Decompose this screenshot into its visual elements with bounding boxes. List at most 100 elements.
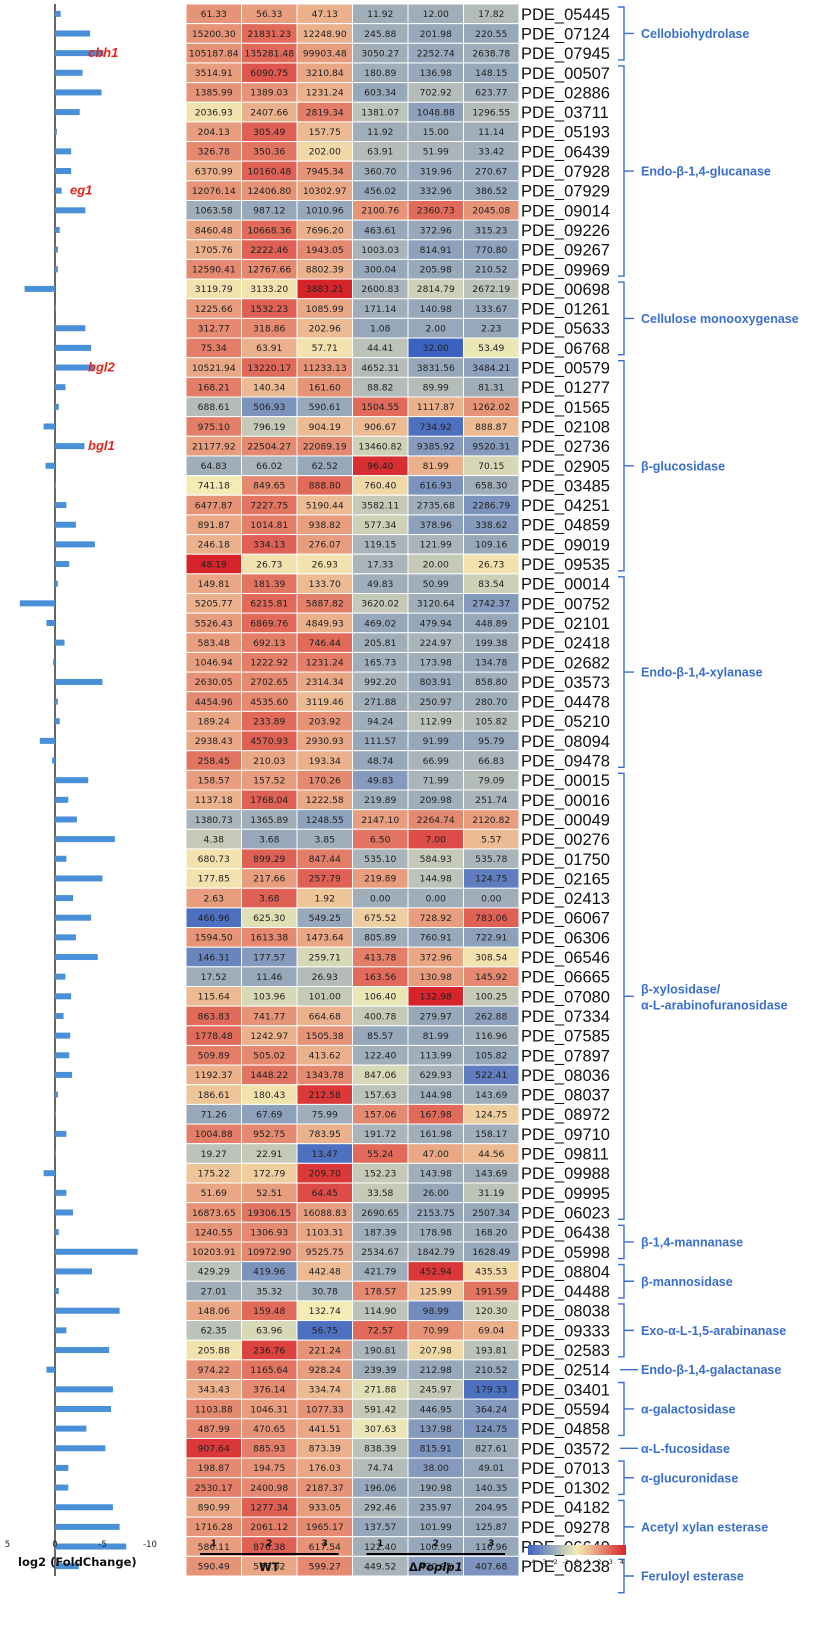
heatmap-cell-value: 658.30 — [475, 481, 507, 492]
heatmap-cell-value: 57.71 — [312, 343, 338, 354]
heatmap-cell-value: 100.99 — [420, 1542, 452, 1553]
gene-id-label: PDE_02413 — [521, 890, 610, 908]
heatmap-cell-value: 1117.87 — [417, 402, 455, 413]
heatmap-cell-value: 702.92 — [420, 88, 452, 99]
foldchange-bar — [55, 109, 80, 116]
category-bracket — [618, 1224, 634, 1260]
heatmap-cell-value: 0.00 — [426, 893, 447, 904]
heatmap-cell-value: 22504.27 — [247, 441, 291, 452]
foldchange-bar — [55, 718, 60, 725]
heatmap-cell-value: 11.14 — [478, 127, 504, 138]
heatmap-cell-value: 66.02 — [256, 461, 282, 472]
heatmap-cell-value: 974.22 — [198, 1365, 230, 1376]
heatmap-cell-value: 888.87 — [475, 422, 507, 433]
heatmap-cell-value: 133.67 — [475, 304, 507, 315]
heatmap-cell-value: 1594.50 — [195, 933, 233, 944]
foldchange-bar — [55, 1268, 93, 1275]
foldchange-bar — [55, 561, 70, 568]
category-bracket — [618, 281, 634, 356]
gene-id-label: PDE_09333 — [521, 1322, 610, 1340]
heatmap-cell-value: 70.99 — [423, 1326, 449, 1337]
heatmap-cell-value: 452.94 — [420, 1267, 452, 1278]
heatmap-cell-value: 186.61 — [198, 1090, 230, 1101]
heatmap-cell-value: 179.33 — [475, 1385, 507, 1396]
gene-id-label: PDE_09267 — [521, 242, 610, 260]
gene-id-label: PDE_06306 — [521, 929, 610, 947]
foldchange-bar — [55, 934, 76, 941]
heatmap-cell-value: 125.87 — [475, 1522, 507, 1533]
heatmap-cell-value: 48.74 — [367, 756, 393, 767]
heatmap-cell-value: 180.43 — [253, 1090, 285, 1101]
heatmap-cell-value: 312.77 — [198, 324, 230, 335]
heatmap-cell-value: 2222.46 — [250, 245, 288, 256]
category-bracket — [618, 1303, 634, 1358]
heatmap-cell-value: 338.62 — [475, 520, 507, 531]
heatmap-cell-value: 591.42 — [364, 1404, 396, 1415]
heatmap-cell-value: 1063.58 — [195, 206, 233, 217]
heatmap-cell-value: 7227.75 — [250, 500, 288, 511]
category-label: Acetyl xylan esterase — [641, 1520, 768, 1534]
heatmap-cell-value: 3050.27 — [361, 48, 399, 59]
foldchange-bar — [45, 462, 55, 469]
heatmap-cell-value: 190.81 — [364, 1345, 396, 1356]
heatmap-cell-value: 112.99 — [420, 717, 452, 728]
gene-id-label: PDE_09019 — [521, 536, 610, 554]
heatmap-cell-value: 145.92 — [475, 972, 507, 983]
heatmap-cell-value: 26.93 — [312, 559, 338, 570]
foldchange-bar — [55, 305, 56, 312]
heatmap-cell-value: 728.92 — [420, 913, 452, 924]
gene-id-label: PDE_07897 — [521, 1047, 610, 1065]
heatmap-cell-value: 2.00 — [426, 324, 447, 335]
heatmap-cell-value: 760.91 — [420, 933, 452, 944]
heatmap-cell-value: 616.93 — [420, 481, 452, 492]
foldchange-bar — [55, 1071, 73, 1078]
heatmap-cell-value: 890.99 — [198, 1503, 230, 1514]
heatmap-cell-value: 1222.92 — [250, 658, 288, 669]
heatmap-cell-value: 4652.31 — [361, 363, 399, 374]
heatmap-cell-value: 279.97 — [420, 1011, 452, 1022]
heatmap-cell-value: 239.39 — [364, 1365, 396, 1376]
heatmap-cell-value: 760.40 — [364, 481, 396, 492]
heatmap-cell-value: 3133.20 — [250, 284, 288, 295]
foldchange-bar — [55, 895, 74, 902]
color-scale-tick: -2 — [551, 1558, 557, 1566]
heatmap-cell-value: 19306.15 — [247, 1208, 291, 1219]
heatmap-cell-value: 446.95 — [420, 1404, 452, 1415]
gene-id-label: PDE_01261 — [521, 301, 610, 319]
heatmap-cell-value: 21831.23 — [247, 29, 291, 40]
heatmap-cell-value: 1705.76 — [195, 245, 233, 256]
heatmap-cell-value: 1778.48 — [195, 1031, 233, 1042]
foldchange-bar — [55, 1504, 113, 1511]
foldchange-bar — [55, 993, 72, 1000]
heatmap-cell-value: 203.92 — [309, 717, 341, 728]
heatmap-cell-value: 52.51 — [256, 1188, 282, 1199]
heatmap-cell-value: 9520.31 — [472, 441, 510, 452]
heatmap-cell-value: 236.76 — [253, 1345, 285, 1356]
heatmap-cell-value: 6.50 — [370, 834, 391, 845]
gene-id-label: PDE_07080 — [521, 988, 610, 1006]
heatmap-cell-value: 1628.49 — [472, 1247, 510, 1258]
heatmap-cell-value: 6215.81 — [250, 599, 288, 610]
heatmap-cell-value: 933.05 — [309, 1503, 341, 1514]
heatmap-cell-value: 448.89 — [475, 618, 507, 629]
heatmap-cell-value: 722.91 — [475, 933, 507, 944]
heatmap-cell-value: 280.70 — [475, 697, 507, 708]
heatmap-cell-value: 27.01 — [201, 1286, 227, 1297]
heatmap-cell — [463, 1555, 520, 1577]
heatmap-cell-value: 1231.24 — [306, 88, 344, 99]
heatmap-cell-value: 873.39 — [309, 1444, 341, 1455]
heatmap-cell-value: 178.57 — [364, 1286, 396, 1297]
heatmap-cell-value: 171.14 — [364, 304, 396, 315]
heatmap-cell-value: 2.63 — [204, 893, 225, 904]
foldchange-bar — [55, 325, 86, 332]
foldchange-bar — [55, 1327, 67, 1334]
heatmap-cell-value: 161.98 — [420, 1129, 452, 1140]
heatmap-cell-value: 3120.64 — [417, 599, 455, 610]
heatmap-cell-value: 66.83 — [478, 756, 504, 767]
gene-id-label: PDE_01565 — [521, 399, 610, 417]
foldchange-bar — [55, 1091, 58, 1098]
foldchange-bar — [55, 698, 58, 705]
color-scale-tick: -1 — [563, 1558, 569, 1566]
heatmap-cell-value: 143.69 — [475, 1090, 507, 1101]
